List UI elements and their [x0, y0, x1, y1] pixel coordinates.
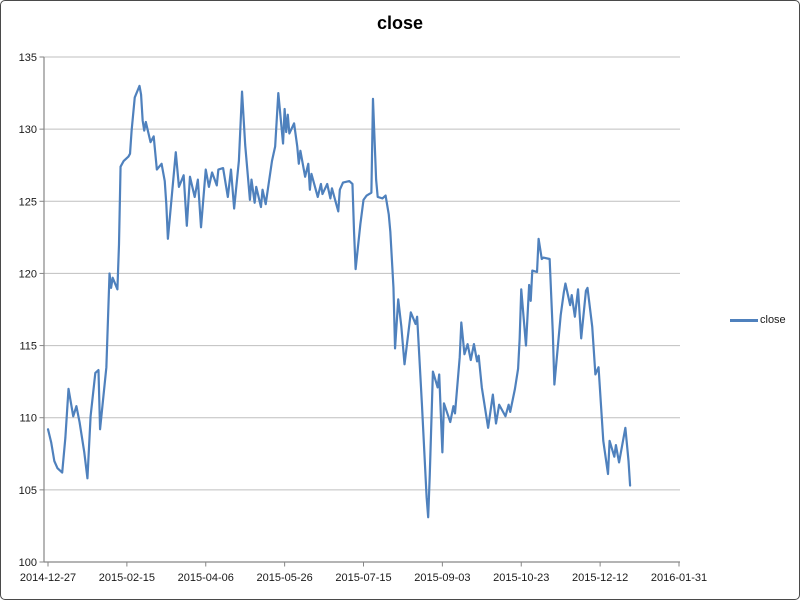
- y-tick-label: 120: [19, 268, 37, 280]
- y-tick-label: 110: [19, 413, 37, 425]
- x-tick-label: 2015-04-06: [178, 572, 234, 584]
- x-tick-label: 2015-02-15: [99, 572, 155, 584]
- legend[interactable]: close: [730, 314, 786, 326]
- y-tick-label: 130: [19, 124, 37, 136]
- x-tick-label: 2015-05-26: [256, 572, 312, 584]
- x-tick-label: 2014-12-27: [20, 572, 76, 584]
- x-tick-label: 2015-10-23: [493, 572, 549, 584]
- y-tick-label: 125: [19, 196, 37, 208]
- chart-title: close: [376, 13, 424, 33]
- y-tick-label: 115: [19, 341, 37, 353]
- legend-label: close: [760, 314, 786, 326]
- y-tick-label: 105: [19, 485, 37, 497]
- y-tick-label: 135: [19, 52, 37, 64]
- x-tick-label: 2015-12-12: [572, 572, 628, 584]
- y-tick-label: 100: [19, 557, 37, 569]
- legend-line-swatch: [730, 318, 758, 322]
- series-line-close: [46, 84, 632, 519]
- x-tick-label: 2015-07-15: [335, 572, 391, 584]
- x-tick-label: 2015-09-03: [414, 572, 470, 584]
- x-tick-label: 2016-01-31: [651, 572, 707, 584]
